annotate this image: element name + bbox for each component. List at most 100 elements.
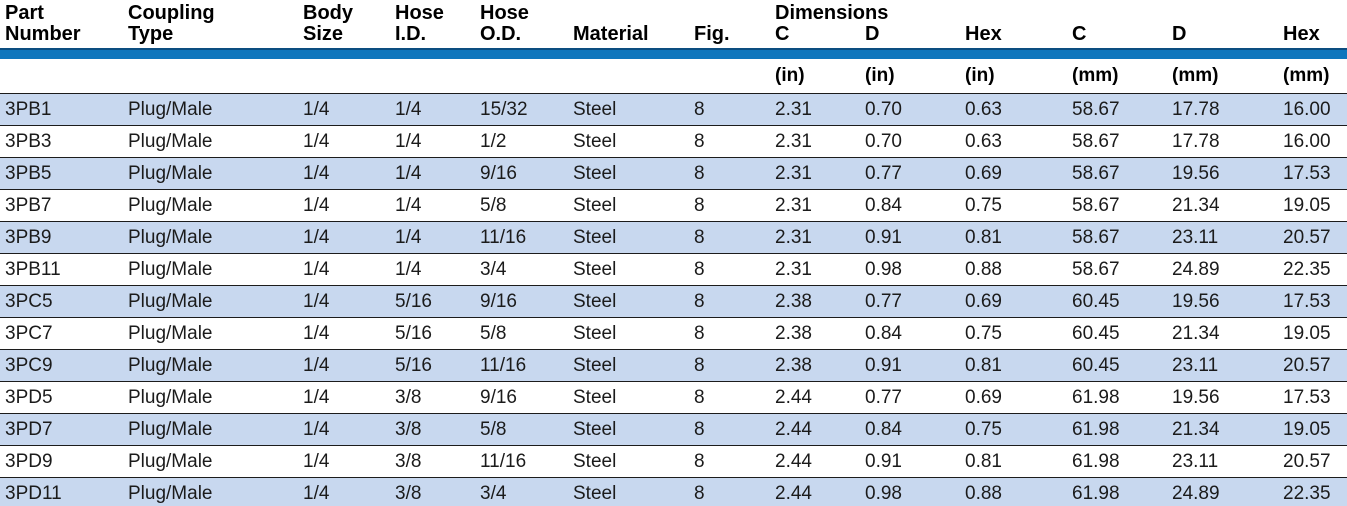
- cell-d-in: 0.91: [860, 349, 960, 382]
- cell-body-size: 1/4: [298, 413, 390, 446]
- col-header-d-mm: D: [1167, 0, 1278, 48]
- col-header-line2: Number: [5, 23, 81, 45]
- cell-body-size: 1/4: [298, 349, 390, 382]
- cell-hose-id: 5/16: [390, 349, 475, 382]
- cell-hex-in: 0.81: [960, 349, 1067, 382]
- col-header-hex-in: Hex: [960, 0, 1067, 48]
- cell-c-in: 2.31: [770, 221, 860, 254]
- cell-hose-od: 11/16: [475, 445, 568, 478]
- cell-hose-id: 1/4: [390, 157, 475, 190]
- cell-material: Steel: [568, 221, 689, 254]
- cell-material: Steel: [568, 125, 689, 158]
- cell-hex-in: 0.63: [960, 125, 1067, 158]
- cell-part-number: 3PC7: [0, 317, 123, 350]
- cell-d-in: 0.77: [860, 285, 960, 318]
- col-header-line2: Type: [128, 23, 174, 45]
- col-header-line2: C: [1072, 23, 1087, 45]
- cell-c-in: 2.31: [770, 125, 860, 158]
- unit-cell: [568, 59, 689, 94]
- table-row: 3PB1 Plug/Male 1/4 1/4 15/32 Steel 8 2.31 0.70 0.…: [0, 93, 1347, 126]
- cell-fig: 8: [689, 349, 770, 382]
- col-header-coupling-type: Coupling Type: [123, 0, 298, 48]
- header-rule-row: [0, 48, 1347, 59]
- cell-part-number: 3PB11: [0, 253, 123, 286]
- cell-hex-mm: 16.00: [1278, 125, 1347, 158]
- col-header-material: Material: [568, 0, 689, 48]
- cell-c-in: 2.31: [770, 189, 860, 222]
- cell-hose-od: 5/8: [475, 189, 568, 222]
- cell-body-size: 1/4: [298, 189, 390, 222]
- cell-hose-id: 1/4: [390, 93, 475, 126]
- table-row: 3PB11 Plug/Male 1/4 1/4 3/4 Steel 8 2.31 0.98 0.8…: [0, 253, 1347, 286]
- cell-c-mm: 61.98: [1067, 445, 1167, 478]
- cell-hex-in: 0.63: [960, 93, 1067, 126]
- cell-c-mm: 61.98: [1067, 413, 1167, 446]
- cell-c-in: 2.38: [770, 285, 860, 318]
- cell-hose-od: 5/8: [475, 413, 568, 446]
- table-row: 3PB3 Plug/Male 1/4 1/4 1/2 Steel 8 2.31 0.70 0.63…: [0, 125, 1347, 158]
- col-header-line2: Hex: [1283, 23, 1320, 45]
- cell-fig: 8: [689, 285, 770, 318]
- cell-c-mm: 60.45: [1067, 317, 1167, 350]
- col-header-body-size: Body Size: [298, 0, 390, 48]
- cell-hex-mm: 17.53: [1278, 381, 1347, 414]
- cell-part-number: 3PB3: [0, 125, 123, 158]
- cell-body-size: 1/4: [298, 221, 390, 254]
- cell-hex-mm: 17.53: [1278, 285, 1347, 318]
- col-header-line2: Size: [303, 23, 344, 45]
- cell-material: Steel: [568, 253, 689, 286]
- cell-c-mm: 58.67: [1067, 125, 1167, 158]
- cell-hex-mm: 22.35: [1278, 477, 1347, 506]
- col-header-line2: Fig.: [694, 23, 730, 45]
- cell-d-mm: 21.34: [1167, 413, 1278, 446]
- col-header-line1: Coupling: [128, 2, 215, 24]
- cell-hex-in: 0.75: [960, 317, 1067, 350]
- cell-c-mm: 58.67: [1067, 253, 1167, 286]
- cell-coupling-type: Plug/Male: [123, 381, 298, 414]
- cell-body-size: 1/4: [298, 317, 390, 350]
- cell-hose-od: 9/16: [475, 381, 568, 414]
- cell-c-in: 2.31: [770, 157, 860, 190]
- cell-hex-mm: 16.00: [1278, 93, 1347, 126]
- cell-d-in: 0.91: [860, 221, 960, 254]
- cell-d-mm: 21.34: [1167, 317, 1278, 350]
- cell-c-in: 2.44: [770, 477, 860, 506]
- cell-hose-id: 1/4: [390, 125, 475, 158]
- col-header-line2: D: [865, 23, 880, 45]
- cell-material: Steel: [568, 381, 689, 414]
- cell-part-number: 3PD9: [0, 445, 123, 478]
- cell-d-in: 0.70: [860, 93, 960, 126]
- table-row: 3PD7 Plug/Male 1/4 3/8 5/8 Steel 8 2.44 0.84 0.75…: [0, 413, 1347, 446]
- cell-hex-mm: 20.57: [1278, 349, 1347, 382]
- cell-c-mm: 58.67: [1067, 93, 1167, 126]
- col-header-fig: Fig.: [689, 0, 770, 48]
- cell-d-mm: 24.89: [1167, 253, 1278, 286]
- col-header-part-number: Part Number: [0, 0, 123, 48]
- cell-d-in: 0.77: [860, 381, 960, 414]
- table-row: 3PB9 Plug/Male 1/4 1/4 11/16 Steel 8 2.31 0.91 0.…: [0, 221, 1347, 254]
- table-row: 3PC5 Plug/Male 1/4 5/16 9/16 Steel 8 2.38 0.77 0.…: [0, 285, 1347, 318]
- unit-cell-c-mm: (mm): [1072, 65, 1119, 86]
- cell-hex-mm: 22.35: [1278, 253, 1347, 286]
- cell-d-in: 0.98: [860, 253, 960, 286]
- col-header-line2: Material: [573, 23, 649, 45]
- unit-cell: [298, 59, 390, 94]
- cell-d-in: 0.84: [860, 317, 960, 350]
- cell-d-mm: 23.11: [1167, 349, 1278, 382]
- cell-material: Steel: [568, 349, 689, 382]
- cell-material: Steel: [568, 285, 689, 318]
- dimensions-group-label: Dimensions: [775, 2, 889, 24]
- cell-fig: 8: [689, 477, 770, 506]
- cell-body-size: 1/4: [298, 445, 390, 478]
- cell-hex-mm: 20.57: [1278, 445, 1347, 478]
- cell-hose-id: 5/16: [390, 317, 475, 350]
- cell-d-mm: 24.89: [1167, 477, 1278, 506]
- cell-hex-in: 0.69: [960, 285, 1067, 318]
- col-header-hose-od: Hose O.D.: [475, 0, 568, 48]
- col-header-hose-id: Hose I.D.: [390, 0, 475, 48]
- table-row: 3PD9 Plug/Male 1/4 3/8 11/16 Steel 8 2.44 0.91 0.…: [0, 445, 1347, 478]
- cell-c-mm: 58.67: [1067, 157, 1167, 190]
- cell-part-number: 3PD11: [0, 477, 123, 506]
- cell-hose-id: 3/8: [390, 381, 475, 414]
- cell-hex-mm: 20.57: [1278, 221, 1347, 254]
